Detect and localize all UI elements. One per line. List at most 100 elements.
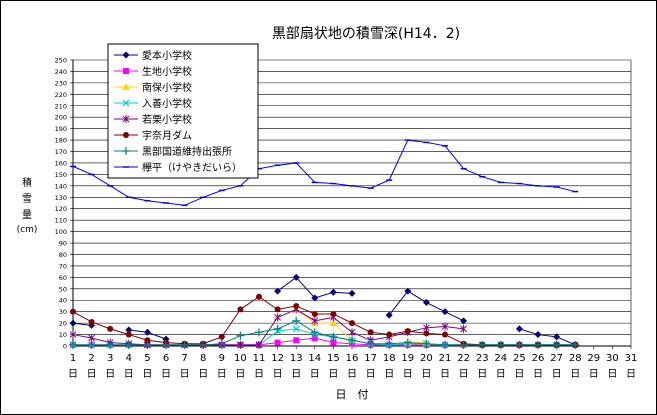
x-tick-suffix: 日 [180,369,190,380]
data-point [330,339,337,346]
data-point [144,337,151,344]
data-point [273,324,282,333]
y-tick-label: 60 [59,274,67,282]
x-tick-suffix: 日 [570,369,580,380]
series-line [519,328,576,346]
legend-label: 愛本小学校 [142,49,192,62]
y-tick-label: 240 [55,68,67,76]
y-axis-label-char: 量 [22,209,32,221]
x-tick-label: 27 [550,353,563,364]
data-point [386,331,393,338]
x-tick-label: 10 [234,353,247,364]
data-point [293,302,300,309]
x-tick-label: 12 [271,353,284,364]
data-point [237,306,244,313]
data-point [256,293,262,300]
data-point [403,338,412,347]
x-tick-label: 19 [401,353,414,364]
y-tick-label: 10 [59,331,67,339]
data-point [125,326,133,334]
data-point [274,339,281,346]
y-tick-label: 250 [55,57,67,65]
x-tick-label: 26 [532,353,545,364]
x-tick-label: 13 [290,353,303,364]
x-tick-suffix: 日 [310,369,320,380]
x-tick-label: 30 [606,353,619,364]
data-point [217,339,226,348]
y-tick-label: 0 [63,343,67,351]
x-tick-label: 1 [70,353,76,364]
data-point [107,325,114,332]
y-tick-label: 220 [55,91,67,99]
data-point [255,340,263,349]
y-tick-label: 20 [59,320,67,328]
x-tick-suffix: 日 [291,369,301,380]
x-tick-suffix: 日 [217,369,227,380]
legend-box [107,43,259,179]
series-line [72,139,576,206]
x-tick-suffix: 日 [477,369,487,380]
data-point [106,340,115,349]
data-point [69,319,77,327]
y-tick-label: 140 [55,182,67,190]
x-tick-label: 8 [200,353,206,364]
x-tick-suffix: 日 [68,369,78,380]
y-axis-label: 積雪量 (cm) [17,176,38,235]
data-point [87,340,96,349]
data-point [293,337,300,344]
y-axis-label-char: 積 [22,176,32,189]
data-point [124,340,133,349]
data-point [329,288,337,296]
x-tick-label: 23 [476,353,489,364]
data-point [367,329,374,336]
data-point [236,331,245,340]
data-point [69,330,77,339]
legend-marker [123,68,129,74]
x-tick-suffix: 日 [384,369,394,380]
y-tick-label: 50 [59,285,67,293]
legend-marker [123,132,129,138]
data-point [552,340,561,349]
y-tick-label: 110 [55,217,67,225]
x-tick-label: 2 [88,353,94,364]
data-point [348,289,356,297]
x-tick-labels: 1日2日3日4日5日6日7日8日9日10日11日12日13日14日15日16日1… [68,346,637,380]
data-point [180,340,189,349]
data-point [70,308,76,315]
legend-marker [122,115,130,123]
x-tick-suffix: 日 [347,369,357,380]
data-point [460,317,468,325]
data-point [69,340,77,349]
x-tick-label: 16 [346,353,359,364]
y-tick-label: 80 [59,251,67,259]
x-tick-suffix: 日 [514,369,524,380]
x-tick-suffix: 日 [235,369,245,380]
chart-title: 黒部扇状地の積雪深(H14．2) [272,26,460,42]
x-tick-suffix: 日 [254,369,264,380]
data-point [310,328,319,337]
x-tick-label: 6 [163,353,169,364]
x-tick-label: 29 [587,353,600,364]
data-point [311,310,318,317]
y-axis-label-char: 雪 [22,193,32,205]
data-point [385,339,394,348]
y-tick-label: 130 [55,194,67,202]
y-tick-label: 160 [55,159,67,167]
x-tick-suffix: 日 [366,369,376,380]
x-tick-label: 18 [383,353,396,364]
data-point [329,319,338,327]
data-point [329,332,338,341]
x-tick-label: 9 [219,353,225,364]
data-point [423,323,430,332]
x-tick-suffix: 日 [440,369,450,380]
data-point [404,287,412,295]
legend-label: 黒部国道維持出張所 [142,145,232,158]
data-point [404,328,411,335]
legend-label: 欅平（けやきだいら） [142,162,242,174]
data-point [125,331,132,338]
y-tick-label: 170 [55,148,67,156]
x-tick-label: 24 [494,353,507,364]
x-tick-suffix: 日 [607,369,617,380]
y-tick-labels: 0 10 20 30 40 50 60 70 80 90 100 110 120 130 140 150 160… [55,57,67,351]
